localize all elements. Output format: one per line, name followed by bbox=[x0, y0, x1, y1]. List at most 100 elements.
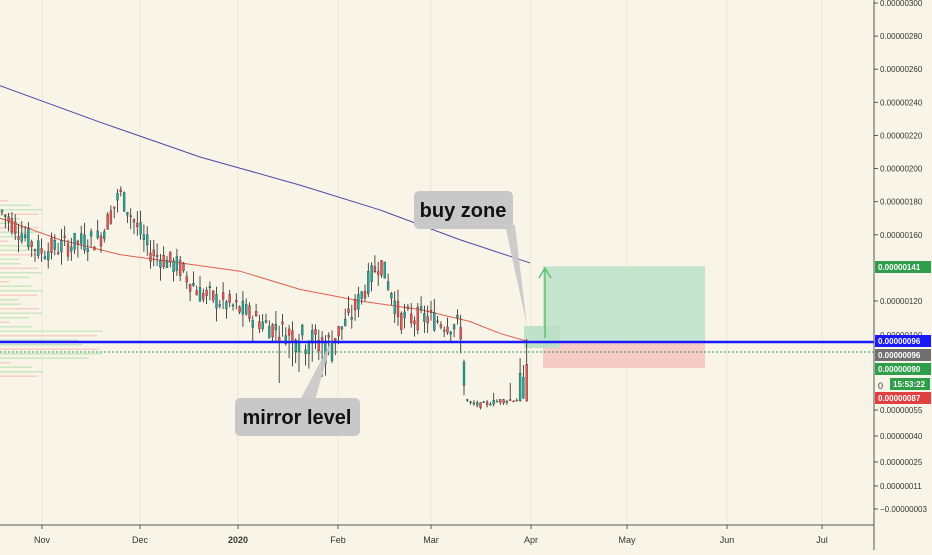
candle-body bbox=[433, 312, 436, 331]
candle-body bbox=[146, 234, 149, 246]
volume-profile-bar bbox=[0, 321, 10, 323]
price-badge-bg bbox=[875, 261, 931, 273]
candle-body bbox=[20, 233, 23, 242]
candle-body bbox=[132, 219, 136, 223]
candle-body bbox=[37, 240, 40, 256]
candle-body bbox=[386, 281, 390, 290]
price-badge-bg bbox=[890, 378, 930, 390]
volume-profile-bar bbox=[0, 209, 43, 211]
candle-body bbox=[340, 326, 344, 330]
candle-body bbox=[155, 255, 159, 257]
price-axis-bg bbox=[874, 0, 932, 550]
candle-body bbox=[268, 326, 271, 339]
price-badge: 0.00000096 bbox=[878, 351, 921, 360]
candle-body bbox=[248, 305, 251, 319]
candle-body bbox=[291, 330, 294, 342]
candle-body bbox=[165, 259, 169, 268]
time-tick-label: Mar bbox=[423, 535, 439, 545]
volume-profile-bar bbox=[0, 294, 38, 296]
candle-body bbox=[169, 251, 172, 263]
price-tick-label: 0.00000300 bbox=[880, 0, 923, 8]
volume-profile-bar bbox=[0, 326, 32, 328]
candle-body bbox=[17, 236, 20, 240]
candle-body bbox=[142, 234, 146, 240]
candle-body bbox=[410, 313, 413, 324]
candle-body bbox=[294, 339, 297, 352]
candle-body bbox=[122, 192, 126, 212]
candle-body bbox=[393, 300, 396, 314]
candle-body bbox=[96, 230, 99, 238]
candle-body bbox=[439, 324, 443, 328]
levels bbox=[0, 340, 874, 353]
candle-body bbox=[344, 318, 347, 326]
price-tick-label: 0.00000120 bbox=[880, 297, 923, 306]
candle-body bbox=[281, 321, 284, 325]
candle-body bbox=[43, 256, 47, 259]
candle-body bbox=[63, 235, 66, 238]
stop-zone bbox=[543, 342, 705, 368]
position-zones bbox=[524, 266, 705, 368]
candle-body bbox=[350, 317, 353, 320]
candle-body bbox=[446, 326, 449, 333]
candle-body bbox=[83, 234, 86, 251]
time-tick-label: May bbox=[618, 535, 636, 545]
candle-body bbox=[429, 310, 433, 313]
price-badge-bg bbox=[875, 363, 931, 375]
candle-body bbox=[47, 251, 50, 261]
price-tick-label: 0.00000160 bbox=[880, 231, 923, 240]
time-tick-label: Nov bbox=[34, 535, 51, 545]
candle-body bbox=[274, 324, 278, 331]
candle-body bbox=[4, 215, 7, 217]
price-tick-label: 0.00000040 bbox=[880, 432, 923, 441]
candle-body bbox=[192, 283, 195, 286]
time-tick-label: Feb bbox=[330, 535, 346, 545]
candle-body bbox=[373, 266, 377, 273]
price-tick-label: 0.00000025 bbox=[880, 458, 923, 467]
candle-body bbox=[452, 324, 456, 330]
price-tick-label: 0.00000260 bbox=[880, 65, 923, 74]
candle-body bbox=[212, 291, 215, 301]
candle-body bbox=[264, 320, 268, 323]
candle-body bbox=[363, 291, 367, 299]
candle-body bbox=[73, 232, 76, 250]
volume-profile-bar bbox=[0, 276, 30, 278]
volume-profile-bar bbox=[0, 290, 43, 292]
volume-profile-bar bbox=[0, 249, 43, 251]
candle-body bbox=[459, 327, 462, 340]
candle-body bbox=[245, 304, 248, 315]
volume-profile-bar bbox=[0, 272, 43, 274]
candle-body bbox=[360, 291, 363, 299]
candle-body bbox=[383, 261, 386, 279]
volume-profile-bar bbox=[0, 263, 21, 265]
candle-body bbox=[334, 337, 337, 341]
price-badge-bg bbox=[875, 392, 931, 404]
candle-body bbox=[261, 321, 264, 329]
price-badge-bg bbox=[875, 349, 931, 361]
candle-body bbox=[492, 400, 495, 405]
time-tick-label: Jul bbox=[816, 535, 828, 545]
volume-profile-bar bbox=[0, 353, 103, 355]
candle-body bbox=[367, 270, 370, 294]
candle-body bbox=[287, 328, 291, 336]
candle-body bbox=[113, 206, 116, 209]
candle-body bbox=[231, 304, 235, 307]
candle-body bbox=[301, 324, 304, 336]
mirror-level-label: mirror level bbox=[243, 407, 352, 429]
candle-body bbox=[254, 311, 258, 317]
candle-body bbox=[403, 311, 406, 319]
volume-profile-bar bbox=[0, 204, 31, 206]
candle-body bbox=[175, 256, 179, 271]
price-tick-label: 0.00000055 bbox=[880, 406, 923, 415]
volume-profile-bar bbox=[0, 362, 11, 364]
candle-body bbox=[443, 329, 446, 332]
candle-body bbox=[284, 335, 287, 344]
moving-average-0 bbox=[0, 85, 531, 264]
candle-body bbox=[70, 246, 73, 252]
candle-body bbox=[396, 301, 400, 317]
candle-body bbox=[198, 287, 202, 302]
volume-profile-bar bbox=[0, 222, 21, 224]
volume-profile-bar bbox=[0, 348, 100, 350]
